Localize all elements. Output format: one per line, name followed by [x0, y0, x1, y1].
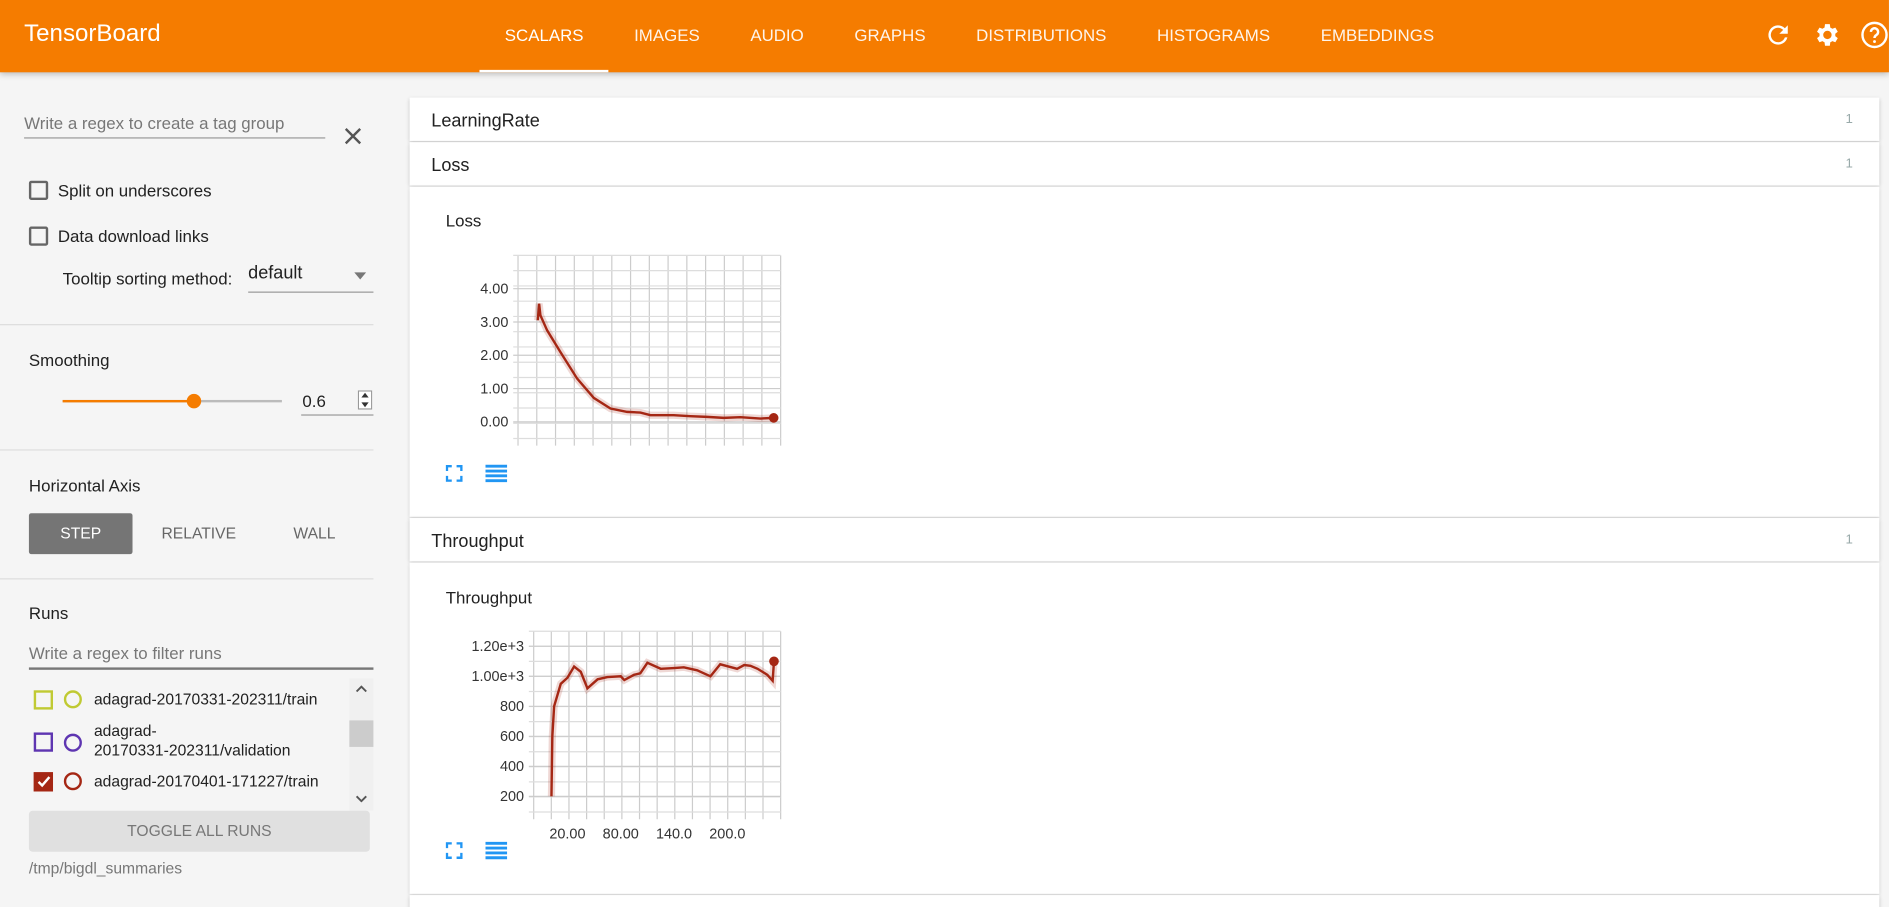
smoothed-series-line — [536, 303, 774, 420]
x-tick-label: 200.0 — [709, 826, 745, 839]
fullscreen-icon[interactable] — [445, 465, 463, 488]
y-tick-label: 2.00 — [480, 348, 508, 364]
y-tick-label: 800 — [500, 699, 524, 715]
help-icon[interactable] — [1860, 20, 1889, 49]
divider — [0, 578, 374, 580]
y-tick-label: 400 — [500, 759, 524, 775]
tab-scalars[interactable]: SCALARS — [479, 0, 609, 73]
slider-handle[interactable] — [186, 393, 202, 409]
y-tick-label: 1.00 — [480, 381, 508, 397]
run-checkbox-checked[interactable] — [33, 772, 54, 792]
divider — [0, 324, 374, 326]
category-header-throughput[interactable]: Throughput 1 — [409, 518, 1880, 562]
y-tick-label: 0.00 — [480, 415, 508, 431]
run-checkbox[interactable] — [33, 732, 54, 752]
runs-label: Runs — [28, 603, 69, 623]
category-header[interactable] — [409, 895, 1880, 907]
axis-step-button[interactable]: STEP — [28, 513, 133, 555]
chart-title: Throughput — [445, 587, 533, 608]
tab-distributions[interactable]: DISTRIBUTIONS — [976, 25, 1107, 45]
data-table-icon[interactable] — [485, 841, 508, 866]
loss-card: Loss 4.00 3.00 2.00 1.00 0.00 — [409, 186, 1880, 517]
throughput-card: Throughput 1.20e+3 1.00e+3 800 600 400 200 20.… — [409, 562, 1880, 894]
horizontal-axis-label: Horizontal Axis — [28, 475, 141, 496]
sidebar: Split on underscores Data download links… — [0, 72, 392, 907]
tooltip-sorting-select[interactable]: default — [248, 263, 374, 293]
smoothing-label: Smoothing — [28, 350, 110, 370]
split-underscores-checkbox[interactable]: Split on underscores — [28, 180, 374, 202]
top-app-bar: TensorBoard SCALARS IMAGES AUDIO GRAPHS … — [0, 0, 1889, 73]
runs-list: adagrad-20170331-202311/train adagrad- 2… — [29, 678, 374, 811]
runs-scrollbar[interactable] — [349, 678, 374, 811]
tab-histograms[interactable]: HISTOGRAMS — [1157, 25, 1271, 45]
tag-group-input[interactable] — [24, 108, 326, 139]
checkbox[interactable] — [28, 180, 49, 200]
y-tick-label: 1.20e+3 — [471, 639, 524, 655]
y-tick-label: 4.00 — [480, 282, 508, 298]
runs-filter-input[interactable] — [28, 638, 374, 670]
data-table-icon[interactable] — [485, 464, 508, 489]
run-color-radio[interactable] — [63, 690, 82, 709]
tab-images[interactable]: IMAGES — [634, 25, 700, 45]
refresh-icon[interactable] — [1764, 20, 1793, 49]
y-tick-label: 1.00e+3 — [471, 669, 524, 685]
y-tick-label: 200 — [500, 789, 524, 805]
data-download-checkbox[interactable]: Data download links — [28, 225, 374, 247]
chevron-up-icon[interactable] — [355, 685, 367, 693]
logdir-path: /tmp/bigdl_summaries — [28, 858, 183, 878]
last-point-marker — [769, 656, 779, 667]
run-checkbox[interactable] — [33, 690, 54, 710]
category-header-loss[interactable]: Loss 1 — [409, 142, 1880, 186]
run-color-radio[interactable] — [63, 733, 82, 752]
smoothing-slider[interactable] — [62, 393, 282, 409]
scrollbar-thumb[interactable] — [349, 720, 374, 747]
divider — [0, 449, 374, 451]
x-tick-label: 20.00 — [549, 826, 585, 839]
settings-icon[interactable] — [1812, 20, 1841, 49]
fullscreen-icon[interactable] — [445, 842, 463, 865]
last-point-marker — [768, 413, 779, 423]
x-tick-label: 140.0 — [656, 826, 692, 839]
chevron-down-icon[interactable] — [355, 795, 367, 803]
category-header-learningrate[interactable]: LearningRate 1 — [409, 97, 1880, 141]
run-color-radio[interactable] — [63, 772, 82, 791]
raw-series-band — [534, 303, 774, 423]
tooltip-sorting-label: Tooltip sorting method: — [62, 268, 233, 288]
y-tick-label: 600 — [500, 729, 524, 745]
checkbox[interactable] — [28, 226, 49, 246]
tab-graphs[interactable]: GRAPHS — [854, 25, 926, 45]
loss-chart[interactable]: 4.00 3.00 2.00 1.00 0.00 — [470, 241, 807, 446]
tab-embeddings[interactable]: EMBEDDINGS — [1320, 25, 1435, 45]
y-tick-label: 3.00 — [480, 315, 508, 331]
smoothed-series-line — [550, 661, 776, 797]
throughput-chart[interactable]: 1.20e+3 1.00e+3 800 600 400 200 20.00 80.00 140.… — [470, 617, 807, 840]
stepper-icon[interactable] — [357, 390, 373, 410]
tab-audio[interactable]: AUDIO — [750, 25, 804, 45]
axis-wall-button[interactable]: WALL — [293, 524, 336, 543]
toggle-all-runs-button[interactable]: TOGGLE ALL RUNS — [28, 810, 370, 852]
dropdown-arrow-icon — [354, 272, 367, 280]
app-title: TensorBoard — [24, 20, 161, 47]
chart-title: Loss — [445, 210, 482, 231]
axis-relative-button[interactable]: RELATIVE — [161, 524, 237, 543]
x-tick-label: 80.00 — [603, 826, 639, 839]
smoothing-input[interactable]: 0.6 — [301, 388, 374, 416]
nav-tabs: SCALARS IMAGES AUDIO GRAPHS DISTRIBUTION… — [479, 0, 1459, 73]
close-icon[interactable] — [342, 125, 364, 147]
